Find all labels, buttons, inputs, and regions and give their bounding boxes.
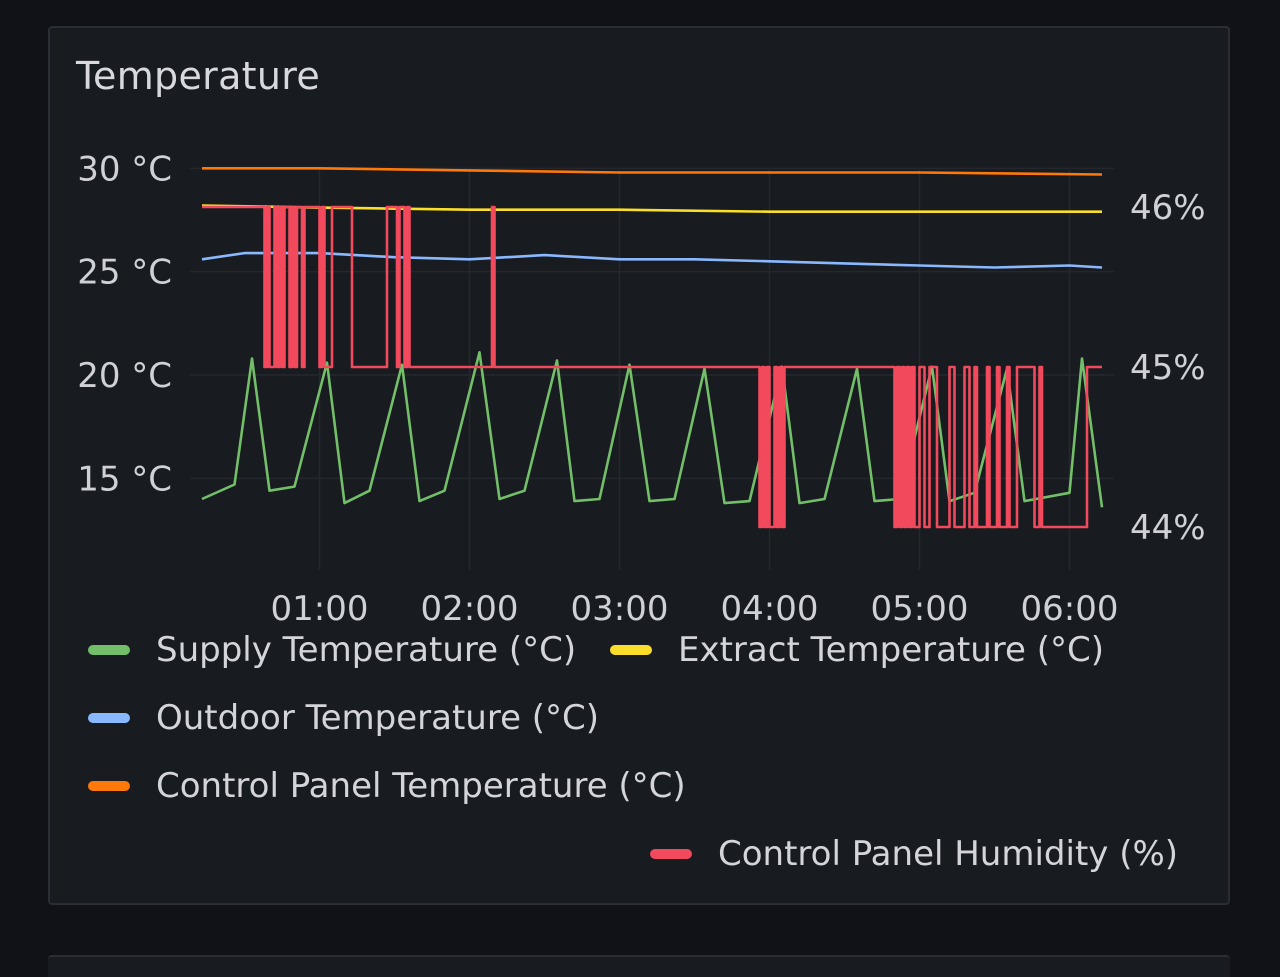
y-right-tick-label: 46% <box>1130 188 1206 228</box>
y-right-tick-label: 44% <box>1130 508 1206 548</box>
legend-label: Extract Temperature (°C) <box>678 630 1105 670</box>
x-tick-label: 01:00 <box>271 589 369 629</box>
legend-item-control-panel-temperature[interactable]: Control Panel Temperature (°C) <box>88 766 686 806</box>
legend-swatch <box>88 713 130 723</box>
legend-label: Outdoor Temperature (°C) <box>156 698 600 738</box>
legend-swatch <box>650 849 692 859</box>
y-left-tick-label: 30 °C <box>77 149 172 189</box>
y-right-tick-label: 45% <box>1130 348 1206 388</box>
x-tick-label: 03:00 <box>571 589 669 629</box>
legend-item-extract-temperature[interactable]: Extract Temperature (°C) <box>610 630 1104 670</box>
legend-item-outdoor-temperature[interactable]: Outdoor Temperature (°C) <box>88 698 599 738</box>
legend-item-supply-temperature[interactable]: Supply Temperature (°C) <box>88 630 576 670</box>
x-tick-label: 05:00 <box>871 589 969 629</box>
legend-label: Control Panel Temperature (°C) <box>156 766 686 806</box>
x-tick-label: 02:00 <box>421 589 519 629</box>
legend-label: Control Panel Humidity (%) <box>718 834 1179 874</box>
y-left-tick-label: 15 °C <box>77 459 172 499</box>
outdoor-temperature-line <box>201 251 1103 269</box>
temperature-chart: 15 °C 20 °C 25 °C 30 °C 44% 45% 46% 01:00 02:00 0… <box>77 149 1206 629</box>
panel-title: Temperature <box>76 54 321 98</box>
next-panel-edge <box>48 955 1230 977</box>
legend-label: Supply Temperature (°C) <box>156 630 577 670</box>
legend-swatch <box>610 645 652 655</box>
legend-item-control-panel-humidity[interactable]: Control Panel Humidity (%) <box>650 834 1178 874</box>
temperature-panel: Temperature 15 °C 20 °C 25 °C 30 °C 44% 45% 46… <box>48 26 1230 905</box>
x-tick-label: 04:00 <box>721 589 819 629</box>
legend-swatch <box>88 645 130 655</box>
y-left-tick-label: 20 °C <box>77 356 172 396</box>
control-panel-temperature-line <box>202 167 1103 176</box>
x-tick-label: 06:00 <box>1021 589 1119 629</box>
legend: Supply Temperature (°C) Extract Temperatu… <box>50 28 1228 903</box>
legend-swatch <box>88 781 130 791</box>
control-panel-humidity-line <box>202 205 1102 529</box>
y-left-tick-label: 25 °C <box>77 253 172 293</box>
